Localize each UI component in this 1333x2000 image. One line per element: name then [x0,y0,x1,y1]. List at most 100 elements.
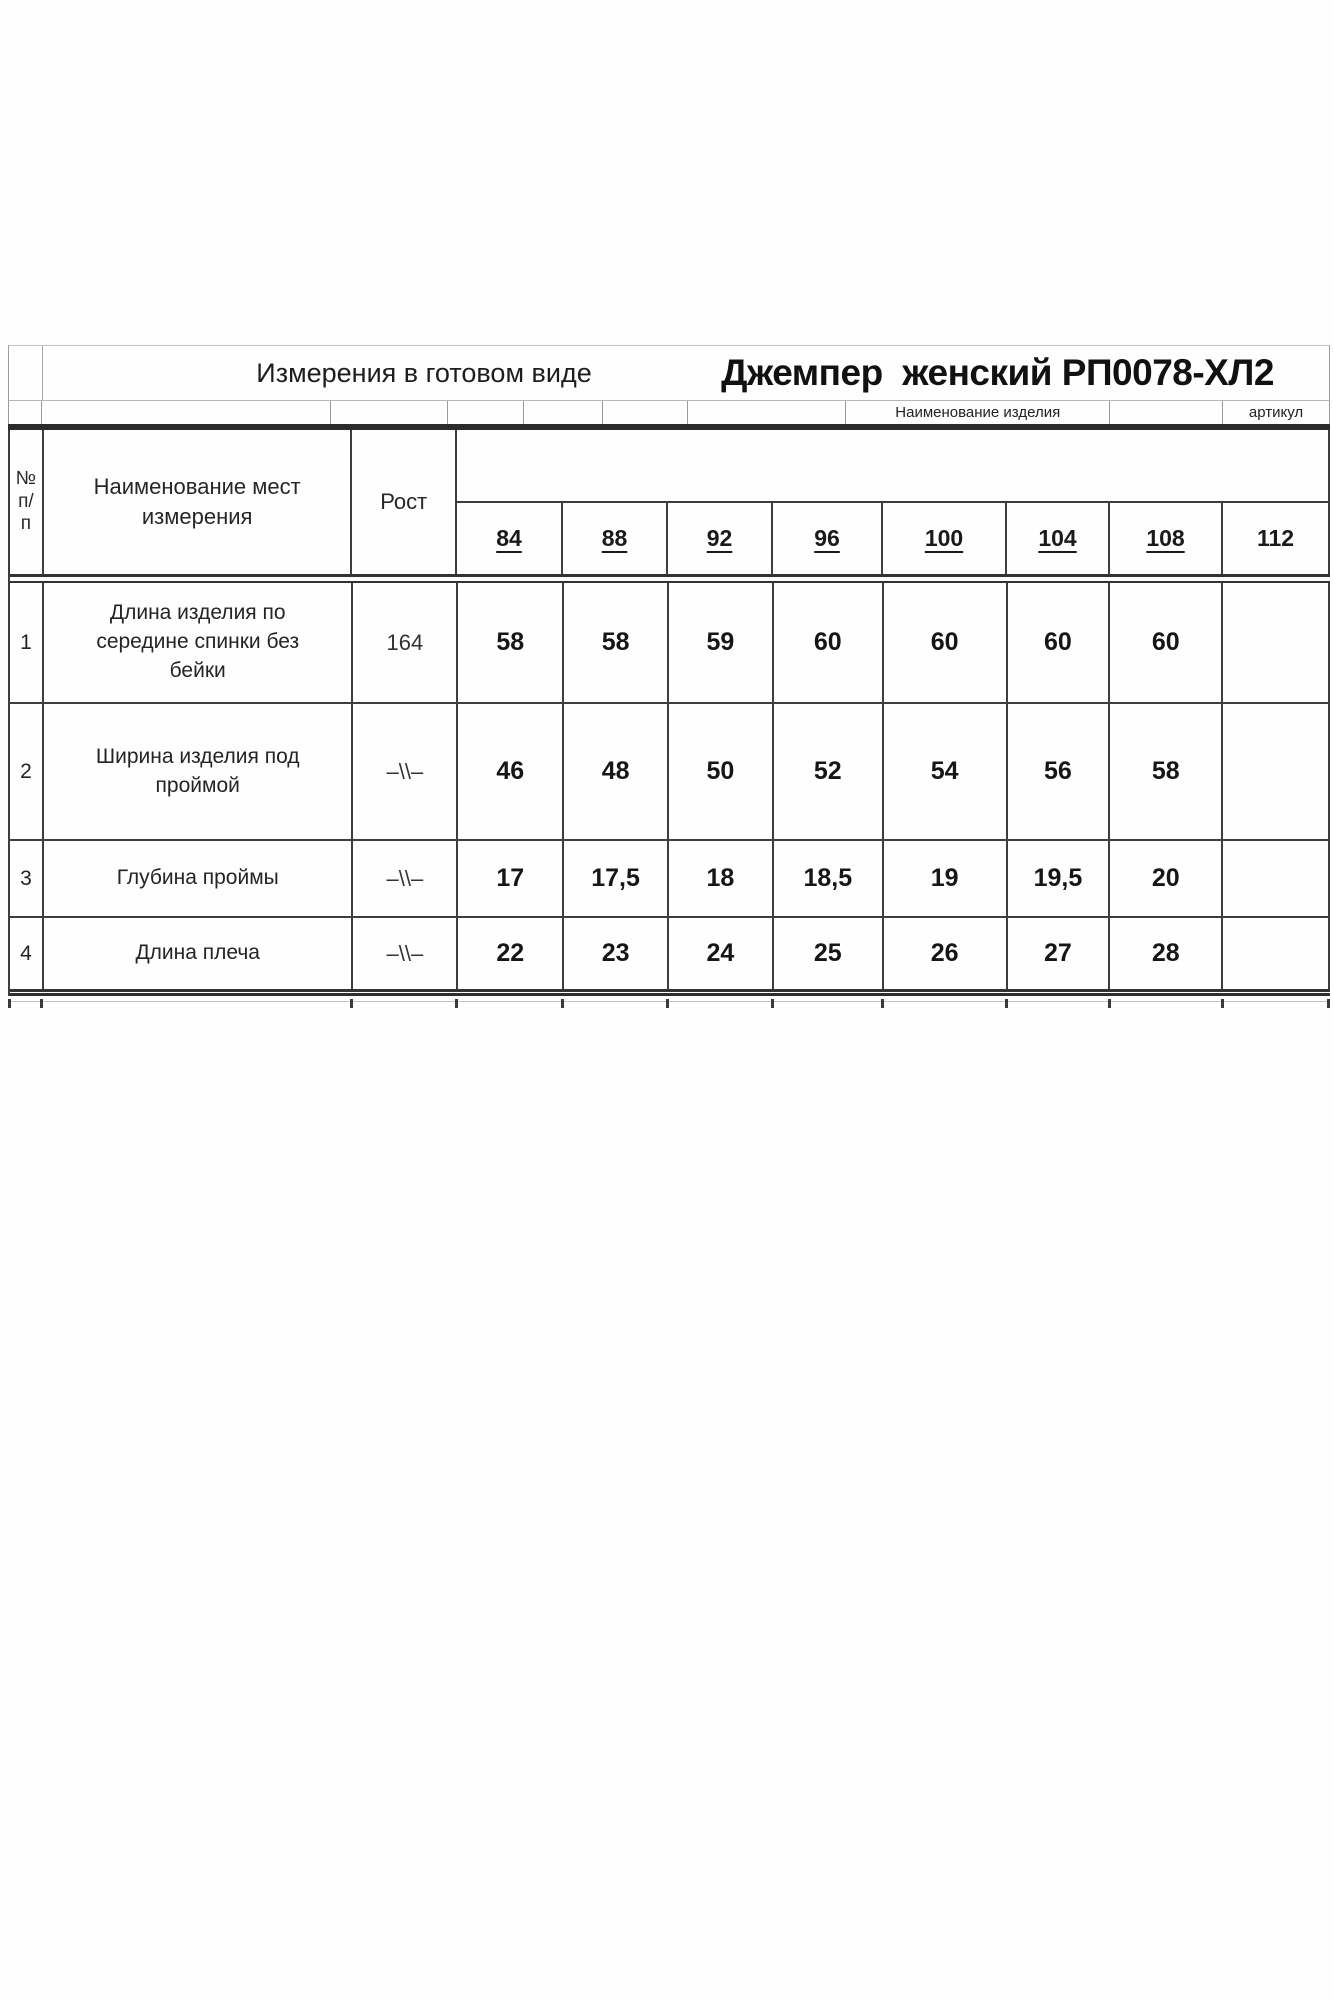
table-header-row: № п/ п Наименование мест измерения Рост … [10,430,1330,577]
size-value: 92 [706,524,733,551]
size-value: 100 [924,524,964,551]
row-label: Глубина проймы [44,841,354,916]
border-stub [455,999,458,1008]
row-number: 3 [10,841,44,916]
border-stub [1005,999,1008,1008]
row-label: Ширина изделия под проймой [44,704,354,839]
measure-value-cell: 20 [1110,841,1224,916]
sizes-header-empty-band [457,430,1330,503]
size-col-header: 96 [773,502,883,574]
meta-cell-empty [331,401,448,424]
rost-cell: 164 [353,583,459,702]
col-header-rost: Рост [352,430,457,574]
size-col-header: 112 [1223,502,1330,574]
rost-cell: –\\– [353,704,459,839]
measure-value-cell: 50 [669,704,774,839]
row-label: Длина плеча [44,918,354,989]
size-col-header: 100 [883,502,1007,574]
measure-value-cell: 17 [458,841,565,916]
meta-cell-empty [448,401,524,424]
border-stub [1327,999,1330,1008]
table-row: 1 Длина изделия по середине спинки без б… [10,583,1331,704]
row-number: 4 [10,918,44,989]
title-row-divider [42,346,43,400]
size-col-header: 92 [668,502,773,574]
border-stub [771,999,774,1008]
measure-value-cell: 19,5 [1008,841,1111,916]
size-value: 88 [601,524,628,551]
sizes-header-row: 84 88 92 96 100 104 108 112 [457,502,1330,574]
rost-cell: –\\– [353,918,459,989]
measure-value-cell: 25 [774,918,884,989]
size-value: 112 [1256,524,1295,551]
border-stub [561,999,564,1008]
measure-value-cell: 58 [458,583,565,702]
meta-row: Наименование изделия артикул [8,400,1330,424]
measure-value-cell: 46 [458,704,565,839]
measure-value-cell: 27 [1008,918,1111,989]
border-stub [1221,999,1224,1008]
border-stub [40,999,43,1008]
meta-cell-empty [42,401,331,424]
measure-value-cell: 60 [884,583,1008,702]
measure-value-cell: 58 [564,583,670,702]
measure-value-cell [1223,704,1331,839]
measure-value-cell: 56 [1008,704,1111,839]
measurements-title: Измерения в готовом виде [256,357,592,388]
measure-value-cell: 28 [1110,918,1224,989]
border-stub [881,999,884,1008]
border-stub [1108,999,1111,1008]
article-label: артикул [1223,401,1330,424]
border-stub [350,999,353,1008]
border-stub [8,999,11,1008]
rost-cell: –\\– [353,841,459,916]
measure-value-cell: 22 [458,918,565,989]
measure-value-cell: 18 [669,841,774,916]
product-name-label: Наименование изделия [846,401,1111,424]
cutoff-row-line [8,1001,1330,1002]
border-stub [666,999,669,1008]
meta-cell-empty [1110,401,1224,424]
size-col-header: 108 [1110,502,1223,574]
thick-divider-line [8,424,1330,430]
measure-value-cell [1223,841,1331,916]
measure-value-cell: 19 [884,841,1008,916]
row-label: Длина изделия по середине спинки без бей… [44,583,354,702]
measure-value-cell [1223,918,1331,989]
size-value: 96 [814,524,840,551]
double-line-divider [10,577,1330,583]
size-value: 104 [1038,524,1077,551]
measure-value-cell: 23 [564,918,670,989]
measure-value-cell: 24 [669,918,774,989]
size-col-header: 84 [457,502,563,574]
row-number: 1 [10,583,44,702]
size-value: 84 [496,524,522,551]
meta-cell-empty [9,401,42,424]
row-number: 2 [10,704,44,839]
sizes-header-block: 84 88 92 96 100 104 108 112 [457,430,1330,574]
measure-value-cell: 60 [1008,583,1111,702]
measure-value-cell: 60 [1110,583,1224,702]
measurements-table: № п/ п Наименование мест измерения Рост … [8,430,1331,996]
meta-cell-empty [688,401,847,424]
measure-value-cell: 48 [564,704,670,839]
bottom-double-line [10,992,1330,996]
measure-value-cell: 17,5 [564,841,670,916]
measure-value-cell: 59 [669,583,774,702]
size-value: 108 [1146,524,1185,551]
size-col-header: 104 [1007,502,1110,574]
meta-cell-empty [603,401,689,424]
measure-value-cell: 52 [774,704,884,839]
table-row: 4 Длина плеча –\\– 22 23 24 25 26 27 28 [10,918,1331,992]
measure-value-cell: 54 [884,704,1008,839]
table-row: 2 Ширина изделия под проймой –\\– 46 48 … [10,704,1331,841]
measure-value-cell [1223,583,1331,702]
product-title: Джемпер женский РП0078-ХЛ2 [721,352,1274,393]
measure-value-cell: 58 [1110,704,1224,839]
title-row: Измерения в готовом виде Джемпер женский… [8,345,1330,400]
measure-value-cell: 60 [774,583,884,702]
col-header-number: № п/ п [10,430,44,574]
meta-cell-empty [524,401,603,424]
measure-value-cell: 18,5 [774,841,884,916]
